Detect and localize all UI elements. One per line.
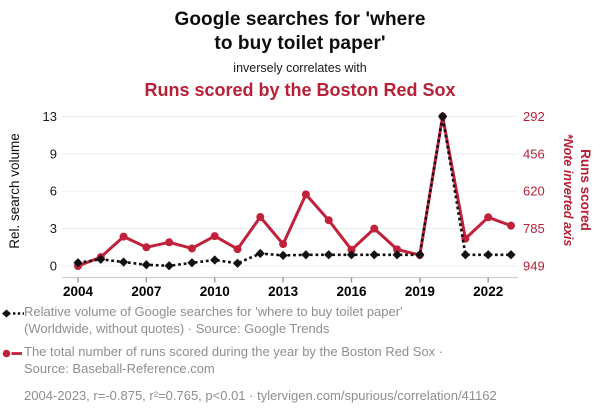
search-volume-data-point	[460, 250, 471, 260]
title-line-1: Google searches for 'where	[174, 9, 426, 30]
runs-data-point	[119, 232, 128, 241]
search-volume-data-point	[301, 250, 311, 260]
series-search-volume	[73, 111, 516, 271]
search-volume-data-point	[278, 250, 288, 261]
search-volume-data-point	[187, 258, 197, 268]
right-tick-label: 785	[523, 221, 545, 236]
x-tick-label: 2004	[63, 284, 94, 299]
runs-data-point	[279, 240, 288, 249]
right-tick-label: 949	[523, 259, 545, 274]
runs-data-point	[393, 245, 402, 254]
black-diamond-dotted-icon	[2, 304, 24, 324]
runs-data-point	[370, 224, 379, 233]
legend-item-search-volume: Relative volume of Google searches for '…	[2, 304, 598, 337]
runs-data-point	[324, 216, 333, 225]
left-tick-label: 3	[50, 221, 57, 236]
page-title: Google searches for 'where to buy toilet…	[0, 8, 600, 56]
search-volume-data-point	[73, 258, 83, 268]
search-volume-data-point	[164, 261, 174, 271]
search-volume-data-point	[324, 250, 334, 260]
runs-data-point	[142, 243, 151, 252]
left-tick-label: 0	[50, 259, 57, 274]
chart-header: Google searches for 'where to buy toilet…	[0, 8, 600, 101]
search-volume-data-point	[96, 254, 106, 264]
x-tick-label: 2010	[200, 284, 230, 299]
right-axis-tick-labels: 292 456 620 785 949	[523, 109, 545, 274]
chart-footer: Relative volume of Google searches for '…	[2, 304, 598, 403]
right-axis-title: Runs scored	[578, 149, 593, 231]
left-axis-tick-labels: 0 3 6 9 13	[43, 109, 57, 274]
search-volume-data-point	[392, 250, 402, 260]
search-volume-data-point	[210, 255, 220, 265]
chart-subtitle: inversely correlates with	[233, 61, 367, 75]
left-tick-label: 9	[50, 146, 57, 161]
search-volume-data-point	[438, 111, 448, 121]
right-tick-label: 620	[523, 184, 545, 199]
x-tick-label: 2007	[131, 284, 161, 299]
stats-citation-line: 2004-2023, r=-0.875, r²=0.765, p<0.01 · …	[24, 388, 497, 403]
search-volume-data-point	[141, 260, 151, 270]
x-tick-label: 2013	[268, 284, 299, 299]
legend-label-line2: (Worldwide, without quotes) · Source: Go…	[24, 320, 330, 336]
search-volume-data-point	[232, 258, 243, 268]
runs-data-point	[347, 245, 356, 254]
search-volume-data-point	[483, 250, 493, 260]
runs-data-point	[484, 213, 493, 222]
legend-label: Relative volume of Google searches for '…	[24, 304, 403, 337]
x-tick-label: 2016	[336, 284, 367, 299]
search-volume-data-point	[506, 250, 516, 260]
runs-data-point	[233, 245, 242, 254]
runs-data-point	[256, 213, 265, 222]
title-line-2: to buy toilet paper'	[214, 33, 386, 54]
red-circle-solid-icon	[2, 344, 24, 364]
search-volume-data-point	[369, 250, 379, 260]
right-tick-label: 456	[523, 146, 545, 161]
secondary-title: Runs scored by the Boston Red Sox	[144, 80, 456, 100]
x-tick-label: 2019	[405, 284, 435, 299]
runs-data-point	[507, 221, 515, 230]
runs-data-point	[210, 232, 219, 241]
legend-label: The total number of runs scored during t…	[24, 344, 443, 377]
runs-data-point	[187, 244, 196, 253]
left-tick-label: 13	[43, 109, 57, 124]
legend-label-line2: Source: Baseball-Reference.com	[24, 360, 215, 376]
search-volume-data-point	[255, 248, 265, 259]
x-tick-label: 2022	[473, 284, 503, 299]
search-volume-data-point	[346, 250, 357, 260]
right-axis-inverted-note: *Note inverted axis	[561, 134, 575, 247]
runs-data-point	[301, 190, 310, 199]
gridlines	[62, 115, 518, 267]
left-tick-label: 6	[50, 184, 57, 199]
x-axis: 2004 2007 2010 2013 2016 2019 2022	[62, 276, 518, 299]
search-volume-data-point	[118, 257, 129, 267]
legend-label-line1: The total number of runs scored during t…	[24, 344, 444, 359]
legend-label-line1: Relative volume of Google searches for '…	[24, 304, 403, 319]
left-axis-title: Rel. search volume	[7, 133, 22, 249]
runs-data-point	[165, 238, 174, 247]
axis-titles: Rel. search volume Runs scored*Note inver…	[7, 133, 593, 249]
search-volume-data-point	[415, 250, 425, 260]
right-tick-label: 292	[523, 109, 545, 124]
legend-item-runs-scored: The total number of runs scored during t…	[2, 344, 598, 377]
